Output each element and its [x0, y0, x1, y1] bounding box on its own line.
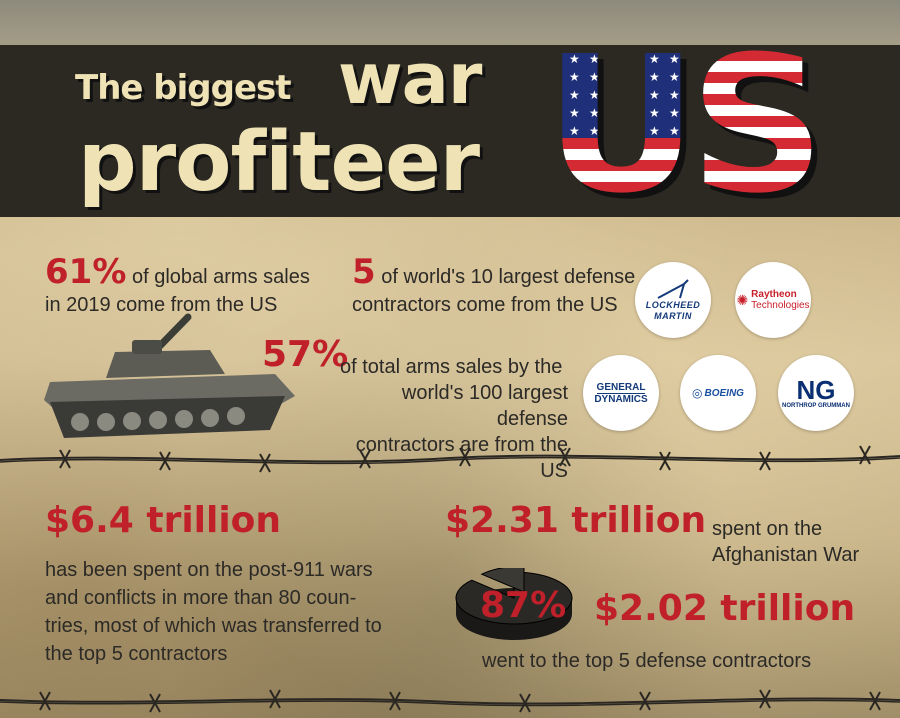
top-strip	[0, 0, 900, 45]
pie-slice-cut	[480, 568, 525, 593]
us-flag-letters: ★ US US	[545, 22, 845, 241]
text-line-2: Afghanistan War	[712, 544, 860, 566]
text-line-3: tries, most of which was transferred to	[45, 615, 382, 637]
contractor-share-text: went to the top 5 defense contractors	[482, 650, 812, 672]
northrop-grumman-logo: NG NORTHROP GRUMMAN	[778, 355, 854, 431]
logo-line-1: Raytheon	[751, 289, 797, 300]
post911-spending-text: has been spent on the post-911 wars and …	[45, 556, 385, 668]
boeing-logo: ◎ BOEING	[680, 355, 756, 431]
boeing-emblem-icon: ◎	[692, 386, 703, 400]
stat-total-sales-text: of total arms sales by the world's 100 l…	[328, 354, 568, 484]
stat-arms-sales: 61% of global arms sales in 2019 come fr…	[45, 255, 310, 319]
general-dynamics-logo: GENERAL DYNAMICS	[583, 355, 659, 431]
share-pie-chart	[455, 568, 573, 640]
pie-slice-main	[455, 571, 573, 625]
stat-value: 5	[352, 252, 376, 292]
text-line-1: has been spent on the post-911 wars	[45, 559, 373, 581]
afghanistan-spending-value: $2.31 trillion	[445, 500, 707, 541]
stat-text-2: contractors come from the US	[352, 294, 618, 316]
raytheon-burst-icon: ✺	[736, 291, 749, 308]
lockheed-star-icon	[657, 279, 689, 299]
afghanistan-spending-text: spent on the Afghanistan War	[712, 516, 859, 568]
stat-text-2: world's 100 largest defense	[401, 382, 568, 430]
tank-icon	[44, 313, 295, 438]
logo-line-1: GENERAL	[596, 381, 646, 394]
barbed-wire-divider-top	[0, 445, 900, 473]
stat-contractors: 5 of world's 10 largest defense contract…	[352, 255, 636, 319]
text-line-4: the top 5 contractors	[45, 643, 228, 665]
stat-value: 61%	[45, 252, 127, 292]
stat-text-1: of world's 10 largest defense	[381, 266, 636, 288]
post911-spending-value: $6.4 trillion	[45, 500, 282, 541]
stat-text-1: of total arms sales by the	[340, 356, 563, 378]
raytheon-logo: ✺ Raytheon Technologies	[735, 262, 811, 338]
contractor-share-percent: 87%	[480, 585, 567, 626]
logo-line-2: MARTIN	[654, 311, 692, 321]
stat-total-sales-value: 57%	[262, 334, 349, 375]
text-line-1: spent on the	[712, 518, 823, 540]
stat-text-2: in 2019 come from the US	[45, 294, 278, 316]
title-line-2: profiteer	[78, 115, 480, 210]
lockheed-martin-logo: LOCKHEED MARTIN	[635, 262, 711, 338]
barbed-wire-divider-bottom	[0, 689, 900, 713]
logo-line-2: DYNAMICS	[594, 393, 648, 405]
title-line-1: The biggest	[75, 68, 292, 108]
logo-label: BOEING	[704, 387, 744, 399]
text-line-2: and conflicts in more than 80 coun-	[45, 587, 357, 609]
logo-mark: NG	[796, 375, 836, 405]
logo-sub: NORTHROP GRUMMAN	[782, 403, 850, 409]
stat-text-1: of global arms sales	[131, 266, 310, 288]
logo-line-2: Technologies	[751, 300, 810, 311]
logo-line-1: LOCKHEED	[645, 300, 701, 310]
contractor-share-value: $2.02 trillion	[594, 588, 856, 629]
us-flag-icon: ★ US US	[545, 22, 831, 241]
title-word-war: war	[338, 38, 482, 120]
